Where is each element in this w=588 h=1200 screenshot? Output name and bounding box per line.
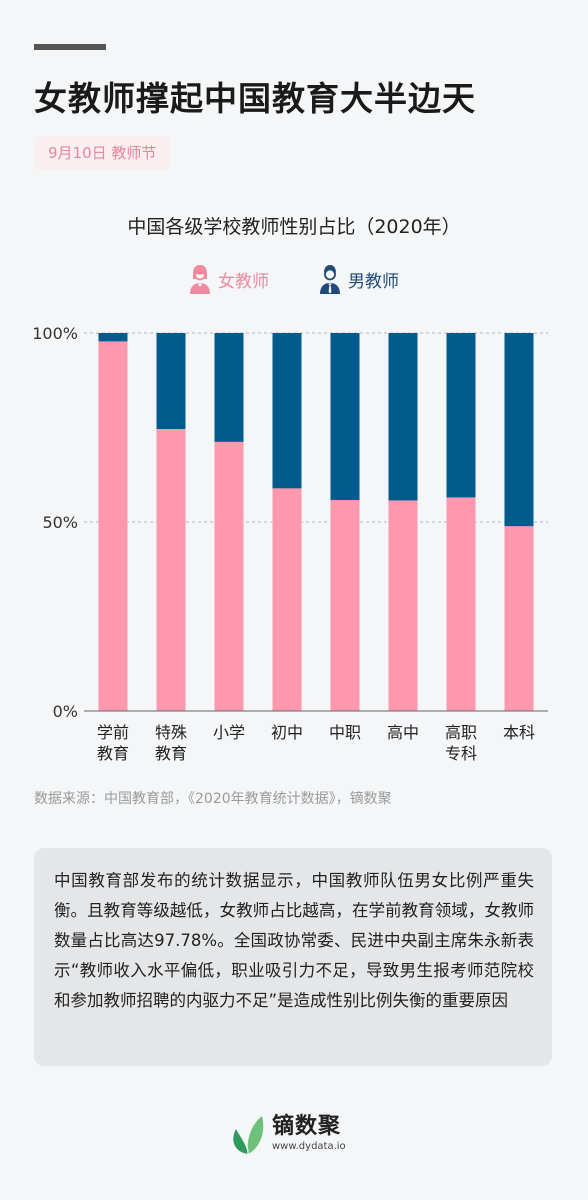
x-tick-label: 教育 [97, 744, 129, 763]
bar-male [388, 333, 418, 501]
chart-legend: 女教师 男教师 [0, 262, 588, 296]
leaf-logo-icon [233, 1116, 264, 1155]
bar-female [272, 488, 302, 711]
data-source: 数据来源：中国教育部，《2020年教育统计数据》，镝数聚 [34, 791, 392, 807]
x-tick-label: 高职 [445, 723, 477, 742]
x-tick-label: 高中 [387, 723, 419, 742]
logo-name: 镝数聚 [272, 1114, 342, 1139]
bar-male [330, 333, 360, 501]
x-tick-label: 中职 [329, 723, 361, 742]
bar-male [272, 333, 302, 489]
bar-female [388, 500, 418, 711]
x-tick-label: 小学 [213, 723, 245, 742]
brand-logo: 镝数聚 www.dydata.io [226, 1110, 346, 1158]
legend-item-female: 女教师 [188, 262, 269, 296]
legend-item-male: 男教师 [318, 262, 399, 296]
date-tag: 9月10日 教师节 [34, 136, 171, 170]
x-tick-label: 专科 [445, 744, 477, 763]
female-teacher-icon [190, 265, 210, 294]
male-teacher-icon [320, 265, 340, 294]
bar-female [330, 500, 360, 711]
bar-female [156, 429, 186, 711]
note-box: 中国教育部发布的统计数据显示，中国教师队伍男女比例严重失衡。且教育等级越低，女教… [34, 848, 552, 1066]
y-tick-label: 0% [53, 702, 78, 721]
bar-female [98, 341, 128, 711]
legend-label-male: 男教师 [348, 271, 399, 292]
x-tick-label: 初中 [271, 723, 303, 742]
chart-title: 中国各级学校教师性别占比（2020年） [127, 216, 461, 238]
x-tick-label: 特殊 [155, 723, 187, 742]
bar-male [504, 333, 534, 527]
top-rule [34, 44, 106, 50]
page-title: 女教师撑起中国教育大半边天 [34, 79, 476, 118]
y-tick-label: 50% [42, 513, 78, 532]
x-tick-label: 本科 [503, 723, 535, 742]
note-text: 中国教育部发布的统计数据显示，中国教师队伍男女比例严重失衡。且教育等级越低，女教… [54, 871, 534, 1010]
x-tick-label: 学前 [97, 723, 129, 742]
logo-url: www.dydata.io [272, 1141, 346, 1152]
x-tick-label: 教育 [155, 744, 187, 763]
bar-female [214, 441, 244, 711]
bar-male [98, 333, 128, 342]
y-tick-label: 100% [32, 324, 78, 343]
bar-male [214, 333, 244, 442]
bar-female [446, 497, 476, 711]
bar-female [504, 526, 534, 711]
bar-male [446, 333, 476, 498]
legend-label-female: 女教师 [218, 271, 269, 292]
bar-male [156, 333, 186, 430]
